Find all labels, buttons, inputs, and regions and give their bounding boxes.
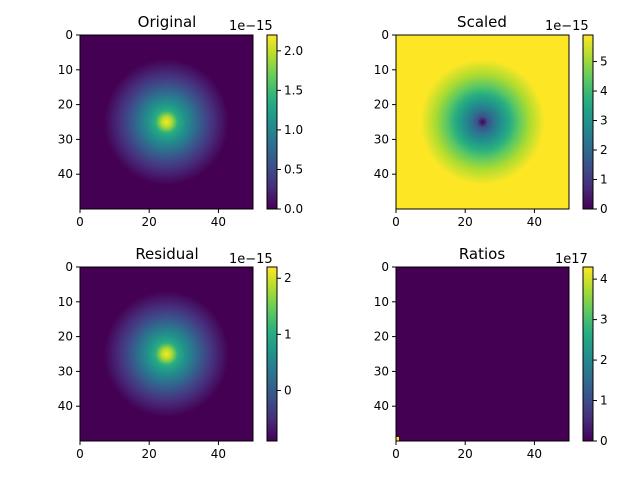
colorbar-tick-label: 1 [600, 394, 608, 408]
colorbar [266, 266, 278, 442]
y-tick-label: 30 [374, 364, 389, 378]
heatmap-image [396, 267, 569, 441]
y-tick-label: 0 [65, 28, 73, 42]
x-tick-label: 40 [211, 447, 226, 461]
subplot-title: Original [138, 13, 197, 31]
y-tick-label: 10 [374, 295, 389, 309]
colorbar-tick-label: 2 [284, 271, 292, 285]
x-tick-label: 40 [211, 215, 226, 229]
x-tick-label: 40 [527, 447, 542, 461]
x-tick-label: 0 [392, 447, 400, 461]
subplot-residual: Residual 0 20 40 0 10 20 30 40 0 1 2 1e−15 [58, 245, 292, 461]
y-tick-label: 40 [374, 167, 389, 181]
axes-frame [79, 34, 254, 210]
heatmap-image [396, 35, 569, 209]
axes-frame [395, 266, 570, 442]
colorbar-offset-label: 1e−15 [229, 19, 273, 34]
x-tick-label: 0 [76, 447, 84, 461]
x-tick-label: 20 [458, 447, 473, 461]
colorbar-ticks: 0 1 2 3 4 [593, 272, 608, 448]
y-axis: 0 10 20 30 40 [58, 260, 80, 413]
y-tick-label: 30 [374, 132, 389, 146]
hotspot-pixel [396, 437, 399, 441]
x-axis: 0 20 40 [76, 209, 226, 229]
colorbar-tick-label: 1 [600, 173, 608, 187]
y-tick-label: 40 [58, 399, 73, 413]
axes-frame [79, 266, 254, 442]
subplot-title: Scaled [457, 13, 507, 31]
x-axis: 0 20 40 [76, 441, 226, 461]
axes-frame [395, 34, 570, 210]
colorbar-tick-label: 2 [600, 353, 608, 367]
x-tick-label: 20 [458, 215, 473, 229]
x-tick-label: 0 [76, 215, 84, 229]
colorbar-offset-label: 1e−15 [229, 252, 273, 267]
y-tick-label: 20 [58, 98, 73, 112]
y-tick-label: 30 [58, 364, 73, 378]
colorbar-tick-label: 3 [600, 114, 608, 128]
colorbar-offset-label: 1e−15 [545, 19, 589, 34]
y-tick-label: 10 [374, 63, 389, 77]
colorbar-tick-label: 0.0 [284, 202, 303, 216]
subplot-title: Residual [135, 245, 198, 263]
colorbar-tick-label: 0 [600, 434, 608, 448]
colorbar-tick-label: 0 [600, 202, 608, 216]
heatmap-image [80, 267, 253, 441]
colorbar [582, 266, 594, 442]
colorbar-tick-label: 2 [600, 143, 608, 157]
subplot-ratios: Ratios 0 20 40 0 10 20 30 40 0 1 2 3 4 1e17 [374, 245, 608, 461]
y-tick-label: 20 [374, 330, 389, 344]
y-tick-label: 10 [58, 295, 73, 309]
colorbar-offset-label: 1e17 [555, 252, 588, 267]
colorbar-tick-label: 5 [600, 55, 608, 69]
x-axis: 0 20 40 [392, 209, 542, 229]
y-axis: 0 10 20 30 40 [374, 260, 396, 413]
colorbar-tick-label: 0 [284, 383, 292, 397]
heatmap-image [80, 35, 253, 209]
colorbar-tick-label: 1.5 [284, 83, 303, 97]
y-tick-label: 20 [374, 98, 389, 112]
colorbar-ticks: 0 1 2 [277, 271, 292, 397]
colorbar-tick-label: 4 [600, 84, 608, 98]
colorbar-tick-label: 4 [600, 272, 608, 286]
x-axis: 0 20 40 [392, 441, 542, 461]
y-tick-label: 40 [58, 167, 73, 181]
y-tick-label: 0 [381, 28, 389, 42]
colorbar-ticks: 0.0 0.5 1.0 1.5 2.0 [277, 44, 303, 216]
y-axis: 0 10 20 30 40 [58, 28, 80, 181]
x-tick-label: 40 [527, 215, 542, 229]
colorbar-ticks: 0 1 2 3 4 5 [593, 55, 608, 216]
colorbar-tick-label: 2.0 [284, 44, 303, 58]
colorbar-tick-label: 1.0 [284, 123, 303, 137]
colorbar-tick-label: 0.5 [284, 162, 303, 176]
y-tick-label: 30 [58, 132, 73, 146]
x-tick-label: 20 [142, 215, 157, 229]
y-tick-label: 20 [58, 330, 73, 344]
x-tick-label: 0 [392, 215, 400, 229]
subplot-scaled: Scaled 0 20 40 0 10 20 30 40 0 1 2 3 4 5 1e−15 [374, 13, 608, 229]
colorbar [582, 34, 594, 210]
colorbar-tick-label: 1 [284, 327, 292, 341]
colorbar-tick-label: 3 [600, 313, 608, 327]
y-tick-label: 40 [374, 399, 389, 413]
subplot-title: Ratios [459, 245, 506, 263]
y-tick-label: 0 [381, 260, 389, 274]
y-tick-label: 0 [65, 260, 73, 274]
x-tick-label: 20 [142, 447, 157, 461]
y-axis: 0 10 20 30 40 [374, 28, 396, 181]
subplot-original: Original 0 20 40 0 10 20 30 40 0.0 0.5 1.0 1.5 2.0… [58, 13, 303, 229]
colorbar [266, 34, 278, 210]
y-tick-label: 10 [58, 63, 73, 77]
